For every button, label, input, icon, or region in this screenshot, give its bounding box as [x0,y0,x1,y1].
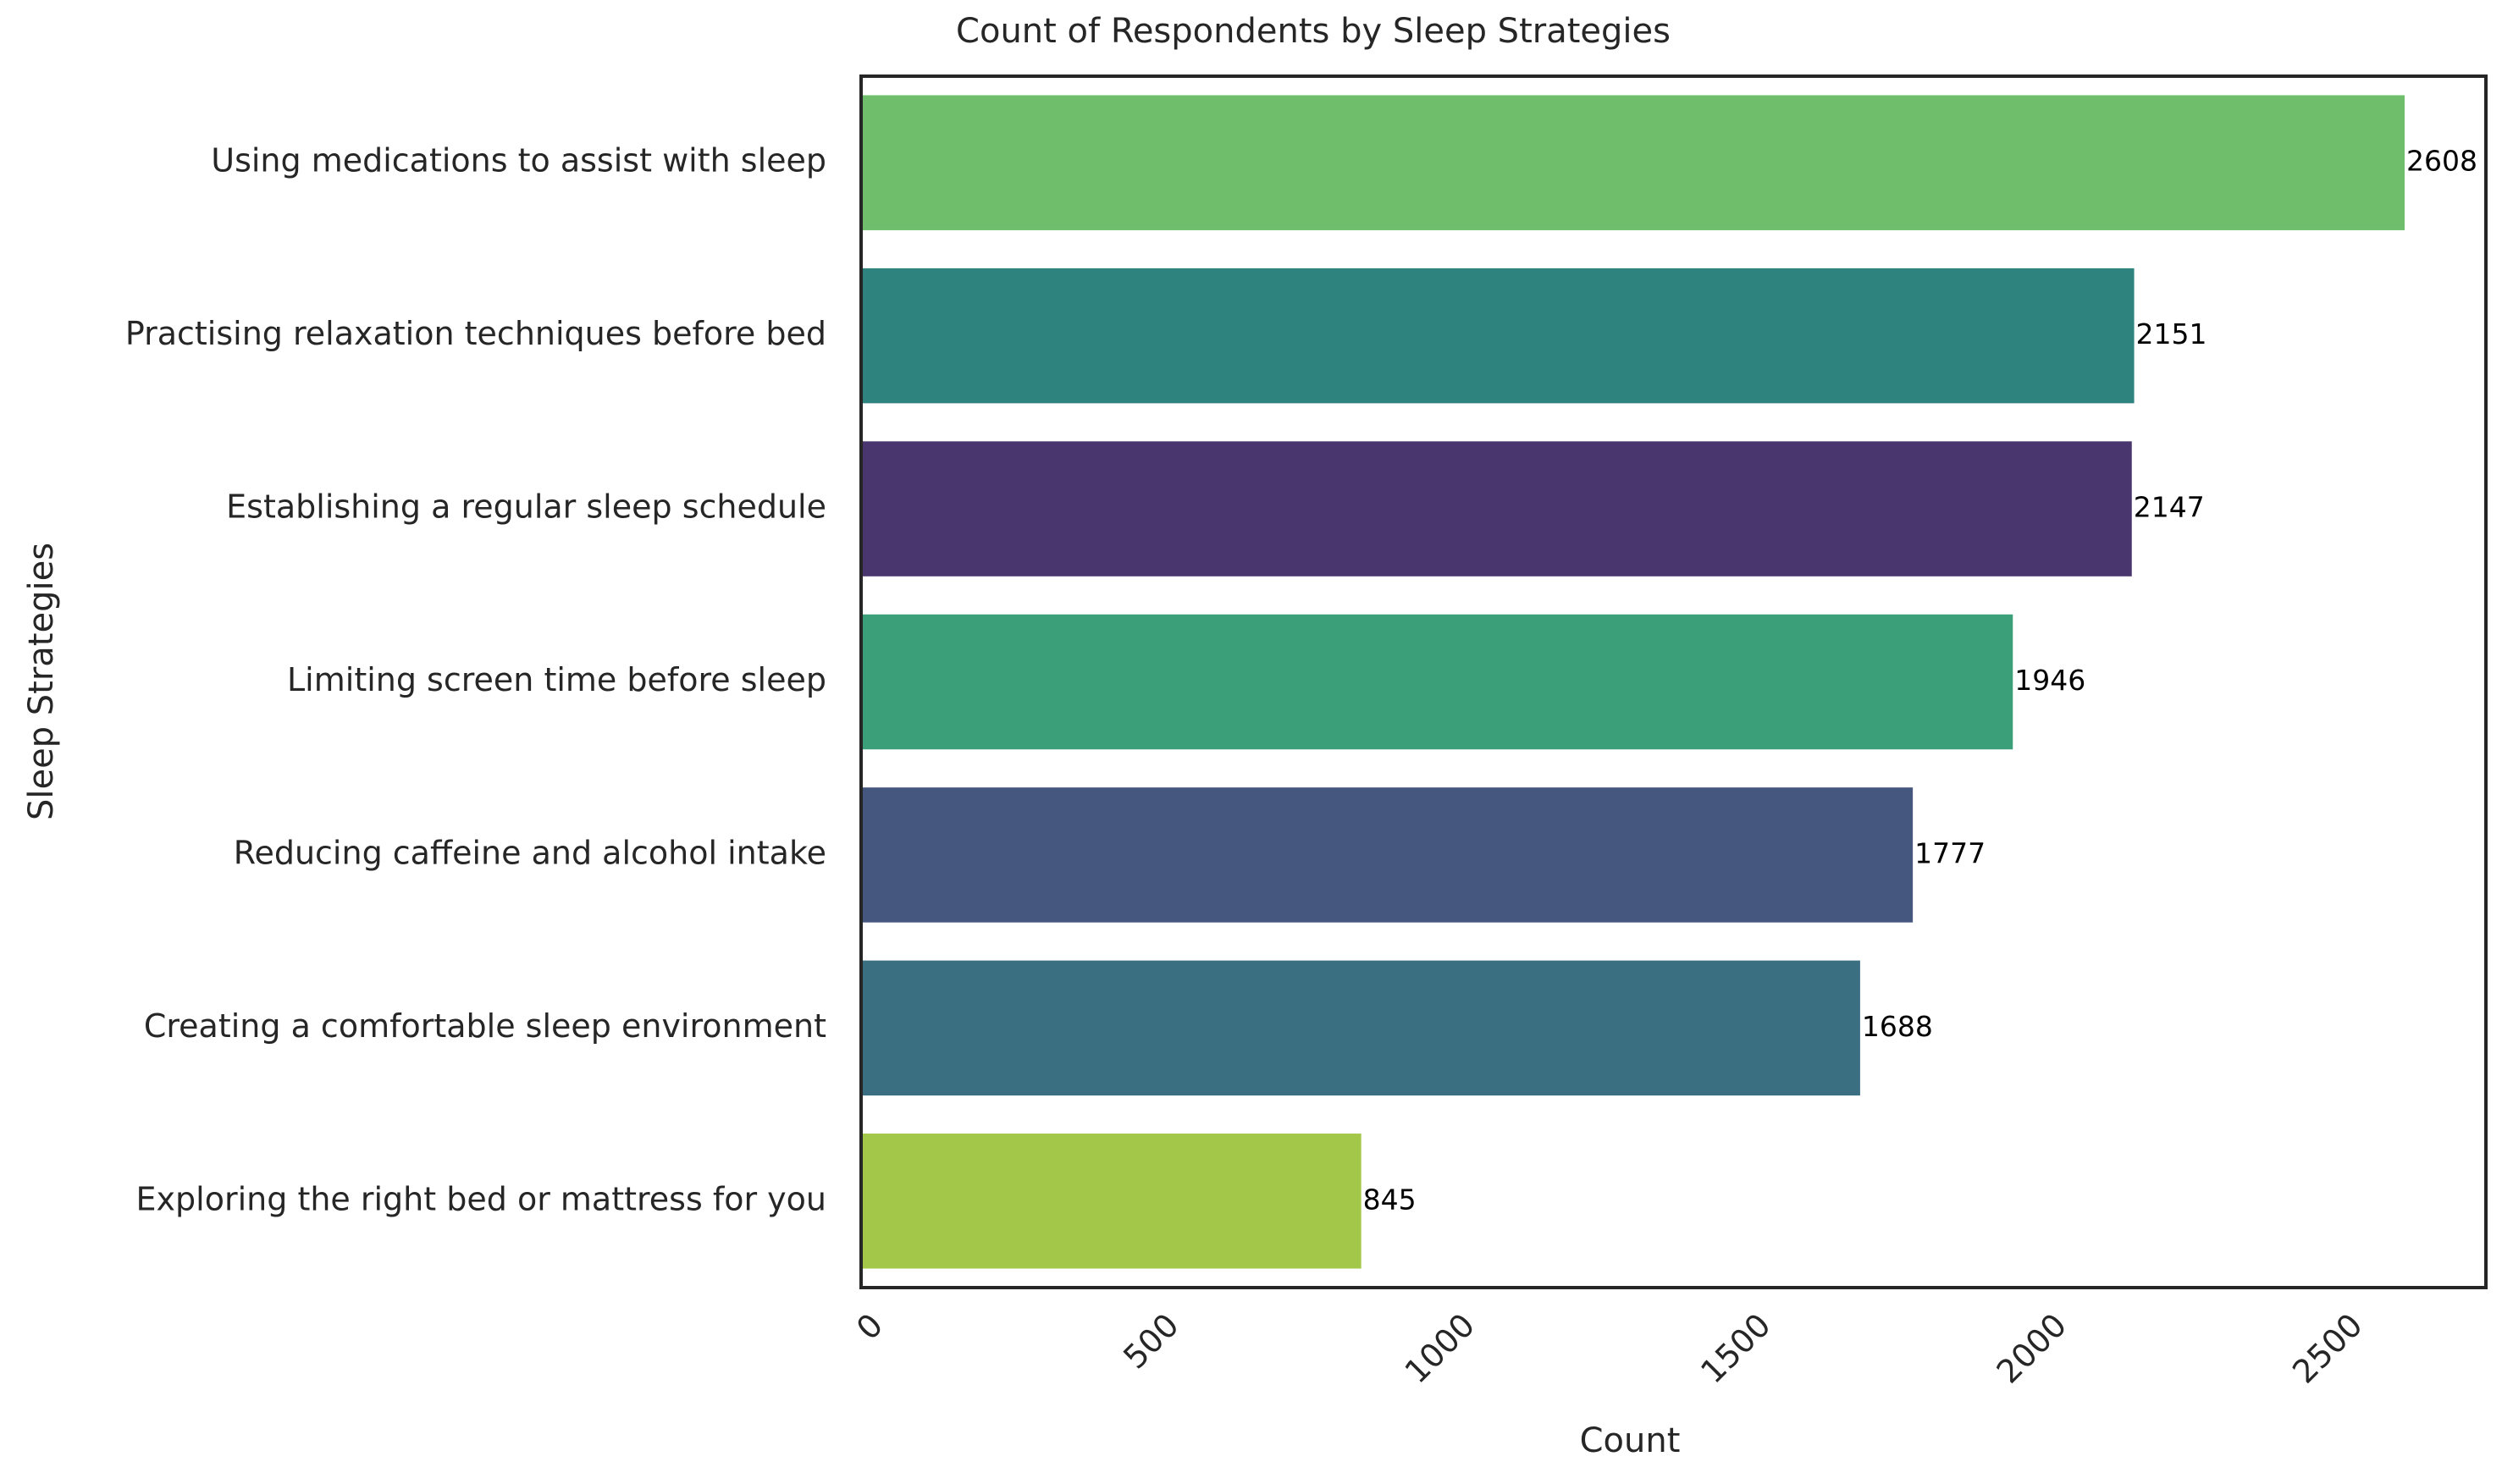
bar [861,614,2013,750]
bar [861,787,1914,923]
chart-title: Count of Respondents by Sleep Strategies [956,12,1671,51]
bar [861,441,2132,576]
data-label: 2147 [2134,491,2205,524]
data-label: 845 [1363,1183,1417,1216]
category-labels: Using medications to assist with sleep Pr… [125,142,826,1218]
x-axis-label: Count [1580,1421,1681,1460]
category-label: Creating a comfortable sleep environment [144,1007,826,1045]
category-label: Limiting screen time before sleep [287,661,826,698]
category-label: Using medications to assist with sleep [211,142,826,179]
category-label: Exploring the right bed or mattress for … [136,1180,826,1217]
data-labels: 2608 2151 2147 1946 1777 1688 845 [1363,145,2477,1216]
bar [861,960,1860,1096]
x-axis-ticks: 0 500 1000 1500 2000 2500 [849,1306,2370,1391]
x-tick-label: 2500 [2285,1306,2370,1391]
bar [861,268,2135,404]
data-label: 2608 [2406,145,2477,178]
data-label: 1777 [1914,836,1986,869]
x-tick-label: 1500 [1693,1306,1778,1391]
x-tick-label: 2000 [1990,1306,2074,1391]
data-label: 2151 [2136,317,2207,350]
category-label: Reducing caffeine and alcohol intake [234,834,826,871]
bars-group [861,95,2405,1269]
category-label: Practising relaxation techniques before … [125,315,826,352]
category-label: Establishing a regular sleep schedule [226,488,826,526]
x-tick-label: 0 [849,1306,890,1347]
y-axis-label: Sleep Strategies [22,543,61,820]
data-label: 1688 [1862,1010,1933,1043]
x-tick-label: 1000 [1398,1306,1483,1391]
x-tick-label: 500 [1116,1306,1185,1376]
bar [861,95,2405,230]
plot-frame [859,74,2488,1289]
data-label: 1946 [2014,664,2085,697]
bar [861,1134,1361,1269]
